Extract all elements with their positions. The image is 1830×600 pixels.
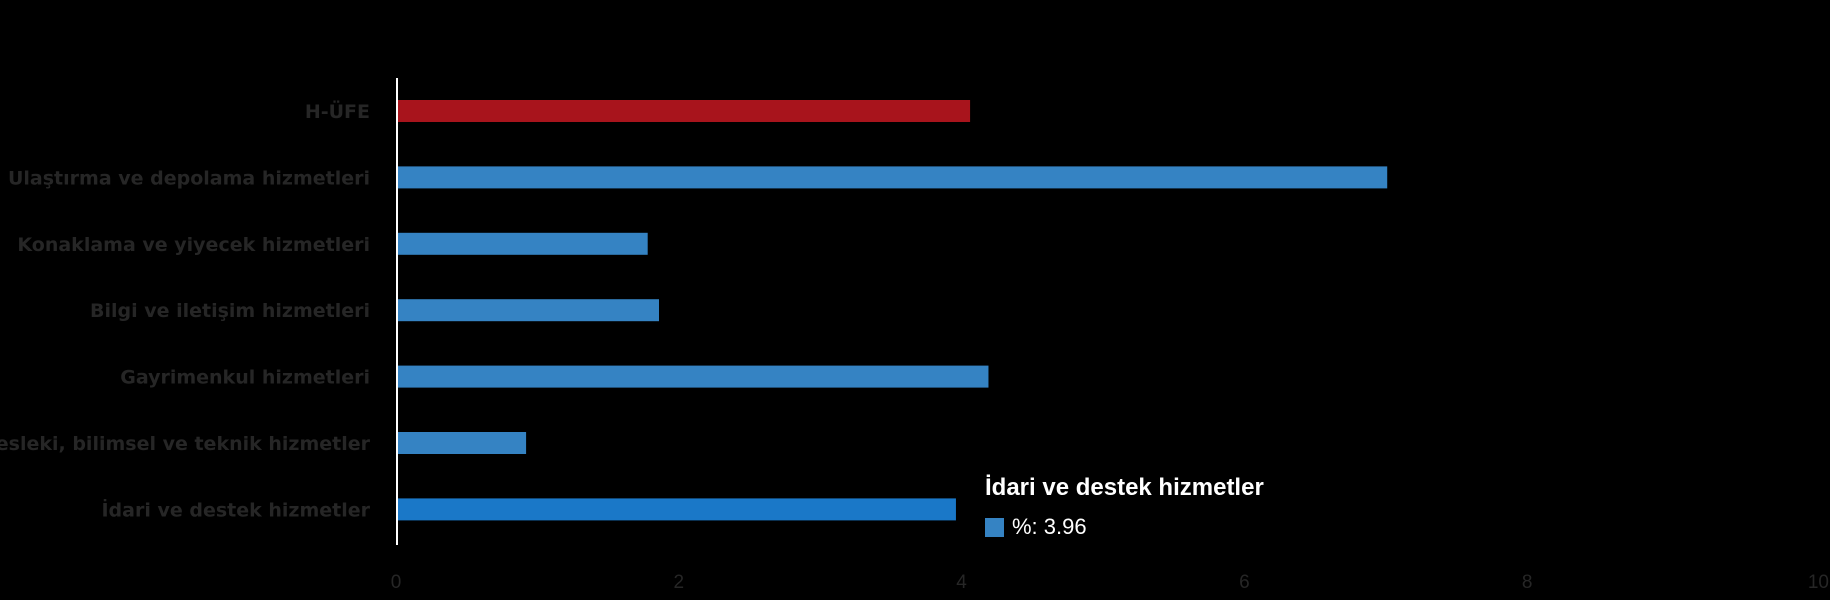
category-labels: H-ÜFE Ulaştırma ve depolama hizmetleri Kon… xyxy=(0,99,371,521)
category-label-6: İdari ve destek hizmetler xyxy=(101,497,370,521)
x-tick-label-3: 6 xyxy=(1239,572,1250,593)
category-label-0: H-ÜFE xyxy=(305,99,370,123)
bar-6[interactable] xyxy=(396,498,956,521)
x-tick-label-5: 10 xyxy=(1808,572,1829,593)
bar-5[interactable] xyxy=(396,432,527,454)
x-tick-label-1: 2 xyxy=(674,572,685,593)
tooltip-value: %: 3.96 xyxy=(1012,514,1087,539)
x-tick-label-2: 4 xyxy=(956,572,967,593)
category-label-3: Bilgi ve iletişim hizmetleri xyxy=(90,300,370,322)
x-tick-label-0: 0 xyxy=(391,572,402,593)
category-label-5: Mesleki, bilimsel ve teknik hizmetler xyxy=(0,433,371,455)
category-label-2: Konaklama ve yiyecek hizmetleri xyxy=(17,234,370,256)
tooltip: İdari ve destek hizmetler %: 3.96 xyxy=(985,474,1264,540)
bar-2[interactable] xyxy=(396,232,648,255)
bar-3[interactable] xyxy=(396,299,660,322)
bars-group xyxy=(396,100,1388,521)
tooltip-swatch xyxy=(985,517,1004,537)
x-axis-ticks: 0 2 4 6 8 10 xyxy=(391,572,1829,593)
tooltip-row: %: 3.96 xyxy=(985,514,1264,540)
category-label-1: Ulaştırma ve depolama hizmetleri xyxy=(8,167,370,189)
x-tick-label-4: 8 xyxy=(1522,572,1533,593)
bar-4[interactable] xyxy=(396,365,989,388)
category-label-4: Gayrimenkul hizmetleri xyxy=(120,367,370,389)
bar-0[interactable] xyxy=(396,100,971,122)
tooltip-title: İdari ve destek hizmetler xyxy=(985,474,1264,501)
bar-1[interactable] xyxy=(396,166,1388,189)
